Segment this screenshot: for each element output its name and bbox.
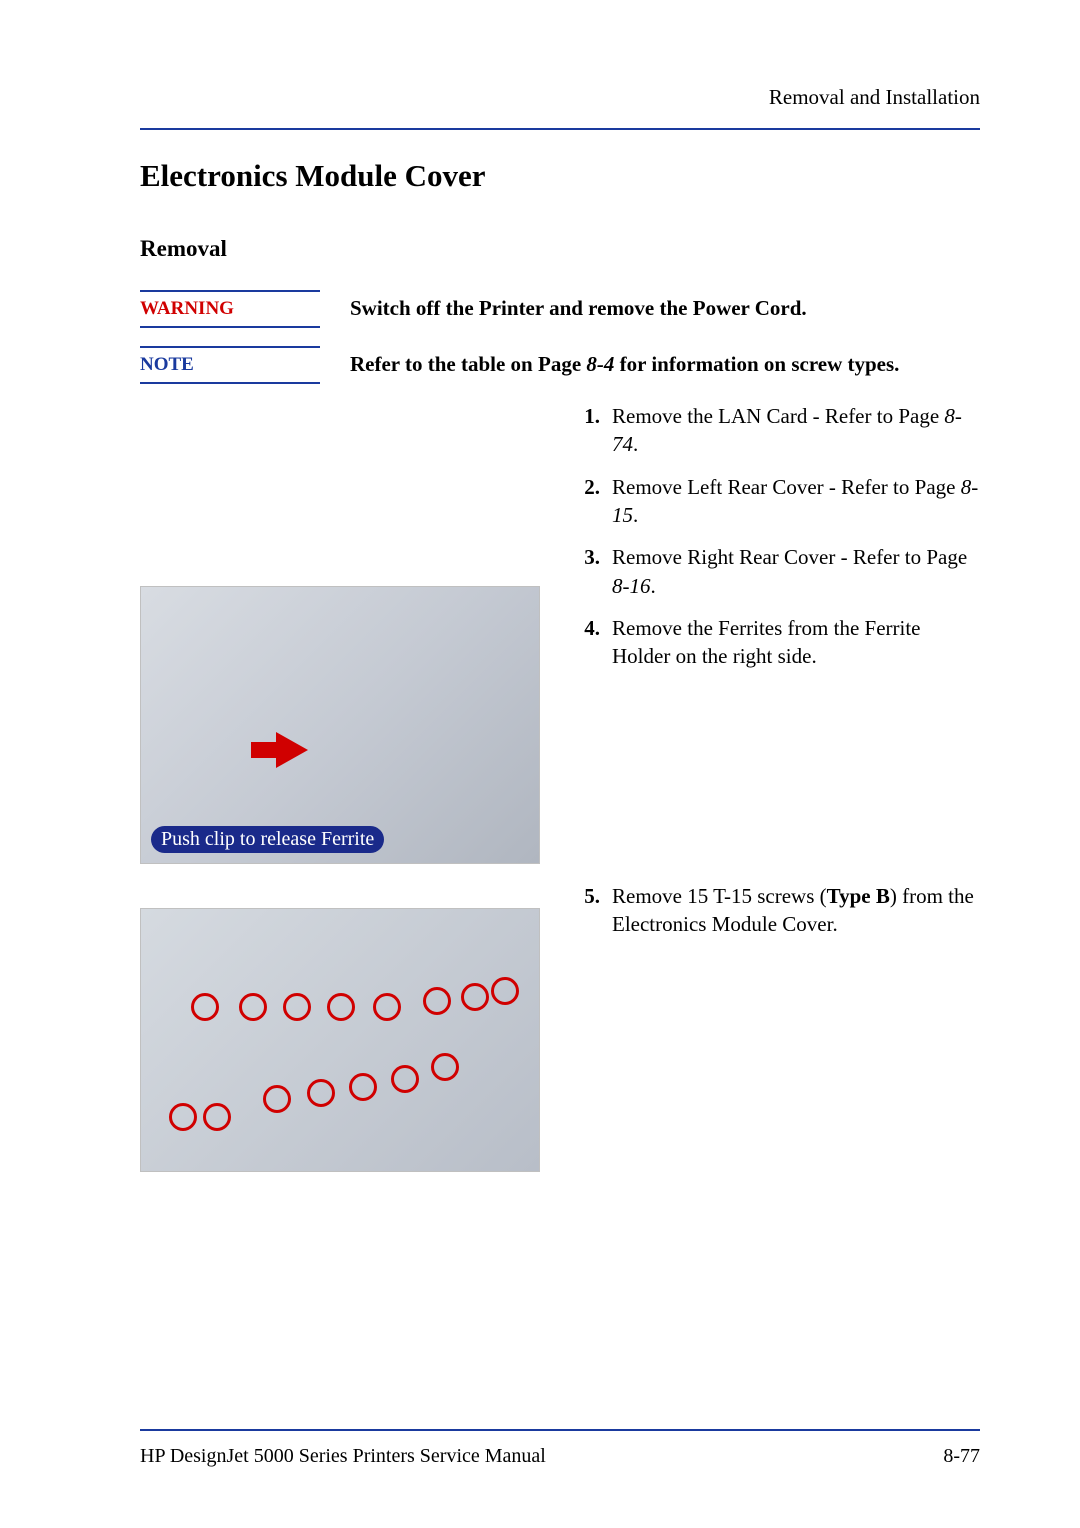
step-2: 2. Remove Left Rear Cover - Refer to Pag…: [570, 473, 980, 530]
step-number: 3.: [570, 543, 600, 600]
footer-content: HP DesignJet 5000 Series Printers Servic…: [140, 1445, 980, 1468]
screw-circle-icon: [373, 993, 401, 1021]
step-number: 1.: [570, 402, 600, 459]
step-number: 2.: [570, 473, 600, 530]
step-number: 4.: [570, 614, 600, 671]
ferrite-image: Push clip to release Ferrite: [140, 586, 540, 864]
note-page-ref: 8-4: [586, 352, 614, 376]
ferrite-caption: Push clip to release Ferrite: [151, 826, 384, 853]
step-text: Remove Right Rear Cover - Refer to Page …: [612, 543, 980, 600]
warning-label: WARNING: [140, 298, 234, 319]
step-list-1: 1. Remove the LAN Card - Refer to Page 8…: [570, 402, 980, 671]
header-text: Removal and Installation: [140, 85, 980, 110]
footer-right: 8-77: [943, 1445, 980, 1468]
step-3: 3. Remove Right Rear Cover - Refer to Pa…: [570, 543, 980, 600]
step-5: 5. Remove 15 T-15 screws (Type B) from t…: [570, 882, 980, 939]
image-column-2: [140, 882, 540, 1172]
screw-circle-icon: [203, 1103, 231, 1131]
warning-row: WARNING Switch off the Printer and remov…: [140, 290, 980, 328]
screw-circle-icon: [423, 987, 451, 1015]
section-subtitle: Removal: [140, 236, 980, 262]
content-row-1: Push clip to release Ferrite 1. Remove t…: [140, 402, 980, 864]
step-1: 1. Remove the LAN Card - Refer to Page 8…: [570, 402, 980, 459]
note-suffix: for information on screw types.: [614, 352, 899, 376]
header-rule: [140, 128, 980, 130]
screw-circle-icon: [283, 993, 311, 1021]
page-header: Removal and Installation: [140, 85, 980, 130]
screw-circle-icon: [327, 993, 355, 1021]
note-text: Refer to the table on Page 8-4 for infor…: [320, 346, 980, 384]
step-list-2: 5. Remove 15 T-15 screws (Type B) from t…: [570, 882, 980, 939]
screw-circle-icon: [349, 1073, 377, 1101]
footer-left: HP DesignJet 5000 Series Printers Servic…: [140, 1445, 546, 1468]
screw-circle-icon: [239, 993, 267, 1021]
step-number: 5.: [570, 882, 600, 939]
step-text: Remove 15 T-15 screws (Type B) from the …: [612, 882, 980, 939]
note-row: NOTE Refer to the table on Page 8-4 for …: [140, 346, 980, 384]
footer-rule: [140, 1429, 980, 1431]
note-label: NOTE: [140, 354, 194, 375]
steps-column-1: 1. Remove the LAN Card - Refer to Page 8…: [570, 402, 980, 864]
warning-text: Switch off the Printer and remove the Po…: [320, 290, 980, 328]
screw-circle-icon: [263, 1085, 291, 1113]
image-column-1: Push clip to release Ferrite: [140, 402, 540, 864]
note-label-cell: NOTE: [140, 346, 320, 384]
screw-circle-icon: [307, 1079, 335, 1107]
page-footer: HP DesignJet 5000 Series Printers Servic…: [140, 1429, 980, 1468]
screws-image: [140, 908, 540, 1172]
screw-circle-icon: [391, 1065, 419, 1093]
screw-circle-icon: [491, 977, 519, 1005]
screw-circle-icon: [461, 983, 489, 1011]
warning-label-cell: WARNING: [140, 290, 320, 328]
note-prefix: Refer to the table on Page: [350, 352, 586, 376]
step-text: Remove the LAN Card - Refer to Page 8-74…: [612, 402, 980, 459]
page-title: Electronics Module Cover: [140, 158, 980, 194]
step-4: 4. Remove the Ferrites from the Ferrite …: [570, 614, 980, 671]
content-row-2: 5. Remove 15 T-15 screws (Type B) from t…: [140, 882, 980, 1172]
step-text: Remove Left Rear Cover - Refer to Page 8…: [612, 473, 980, 530]
arrow-icon: [276, 732, 308, 768]
screw-circle-icon: [431, 1053, 459, 1081]
steps-column-2: 5. Remove 15 T-15 screws (Type B) from t…: [570, 882, 980, 1172]
screw-circle-icon: [191, 993, 219, 1021]
step-text: Remove the Ferrites from the Ferrite Hol…: [612, 614, 980, 671]
screw-circle-icon: [169, 1103, 197, 1131]
